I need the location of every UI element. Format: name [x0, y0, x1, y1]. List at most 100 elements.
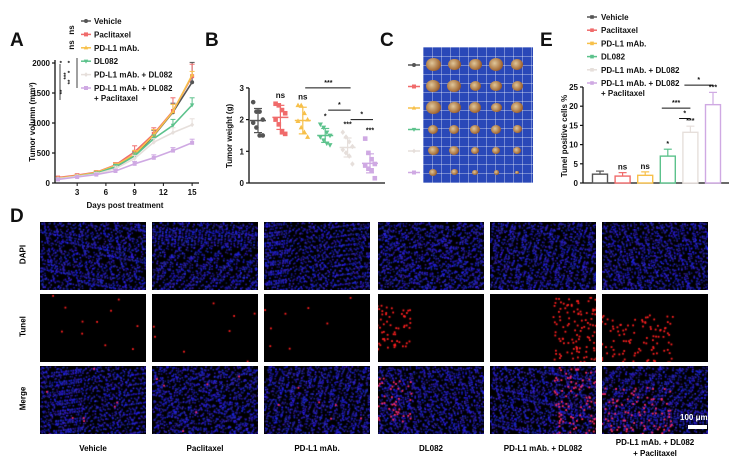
- column-label: DL082: [371, 443, 491, 454]
- legend-marker: [83, 45, 89, 50]
- micrograph-image: [152, 222, 258, 290]
- tumor: [472, 169, 478, 175]
- data-point: [132, 156, 137, 161]
- tumor: [490, 102, 502, 113]
- y-tick-label: 2000: [32, 59, 50, 68]
- column-label-line: Vehicle: [79, 444, 107, 453]
- tumor: [471, 147, 479, 155]
- column-label: PD-L1 mAb. + DL082: [483, 443, 603, 454]
- column-label-line: PD-L1 mAb. + DL082: [615, 438, 695, 447]
- significance-label: ns: [641, 162, 651, 171]
- legend-marker: [84, 86, 88, 90]
- panel-label-b: B: [205, 30, 219, 51]
- x-tick-label: 15: [188, 188, 197, 197]
- legend-label: Vehicle: [94, 17, 122, 26]
- tumor: [428, 124, 438, 134]
- y-tick-label: 3: [240, 84, 245, 93]
- significance-label: ***: [344, 121, 352, 128]
- column-label: PD-L1 mAb.: [257, 443, 377, 454]
- column-label-line: PD-L1 mAb. + DL082: [503, 444, 583, 453]
- data-point: [151, 155, 156, 160]
- data-point: [372, 175, 378, 181]
- data-point: [189, 72, 195, 77]
- legend-marker: [84, 19, 88, 23]
- significance-label: ***: [686, 118, 694, 125]
- data-point: [282, 110, 288, 116]
- significance-label: *: [666, 141, 669, 148]
- y-tick-label: 25: [569, 83, 578, 92]
- tumor: [490, 80, 502, 92]
- data-point: [56, 177, 60, 182]
- micrograph-image: [602, 294, 708, 362]
- micrograph-tunel: [264, 294, 370, 362]
- significance-label: ns: [298, 92, 308, 101]
- data-point: [340, 146, 346, 153]
- micrograph-image: [490, 222, 596, 290]
- micrograph-merge: [40, 366, 146, 434]
- chart-a-tumor-volume: 0 500 1000 1500 2000 3 6 9 12 15 Days post treatme…: [28, 17, 199, 210]
- panel-c-group-markers: [408, 63, 420, 175]
- y-tick-label: 1000: [32, 119, 50, 128]
- y-axis-title: Tumor volumn (mm³): [28, 82, 37, 162]
- data-point: [369, 156, 374, 162]
- data-point: [317, 122, 323, 128]
- significance-label: *: [68, 70, 74, 73]
- group-marker: [411, 127, 417, 132]
- significance-label: **: [68, 79, 74, 84]
- tumor-photo: [423, 47, 533, 183]
- significance-label: *: [68, 60, 74, 63]
- micrograph-dapi: [378, 222, 484, 290]
- row-label-merge: Merge: [18, 386, 28, 411]
- tumor: [511, 102, 523, 113]
- column-label-line: PD-L1 mAb.: [294, 444, 340, 453]
- bar-group-3: *: [659, 141, 676, 184]
- group-marker: [411, 105, 417, 110]
- data-point: [170, 130, 175, 135]
- micrograph-image: [152, 294, 258, 362]
- data-point: [298, 102, 304, 108]
- data-point: [257, 133, 262, 138]
- tumor: [450, 169, 458, 176]
- y-tick-label: 1: [240, 147, 245, 156]
- micrograph-image: [40, 222, 146, 290]
- data-point: [113, 169, 118, 173]
- micrograph-image: [40, 294, 146, 362]
- data-point: [190, 140, 195, 145]
- column-label-line: DL082: [418, 444, 443, 453]
- legend-marker: [590, 68, 594, 72]
- legend-label: Paclitaxel: [601, 26, 638, 35]
- micrograph-dapi: [40, 222, 146, 290]
- y-tick-label: 10: [569, 141, 578, 150]
- micrograph-image: [602, 222, 708, 290]
- y-tick-label: 2: [240, 116, 245, 125]
- micrograph-merge: [602, 366, 708, 434]
- bracket-label: ***: [324, 80, 332, 87]
- y-axis-title: Tumor weight (g): [225, 104, 234, 169]
- tumor: [489, 58, 503, 71]
- series-line: [57, 142, 193, 181]
- y-tick-label: 500: [37, 149, 51, 158]
- significance-label: ***: [64, 72, 70, 80]
- data-point: [151, 139, 156, 145]
- micrograph-merge: [378, 366, 484, 434]
- panel-label-c: C: [380, 30, 394, 51]
- tumor: [426, 79, 440, 93]
- bracket-label: ***: [672, 100, 680, 107]
- data-point: [250, 99, 256, 105]
- bar-group-2: ns: [637, 162, 654, 184]
- tumor: [511, 81, 523, 91]
- data-point: [369, 168, 374, 173]
- group-5: ***: [362, 128, 378, 181]
- tumor: [515, 170, 519, 175]
- data-point: [362, 163, 368, 168]
- data-point: [327, 143, 333, 148]
- micrograph-image: [264, 294, 370, 362]
- data-point: [170, 148, 175, 153]
- legend-label: + Paclitaxel: [601, 89, 645, 98]
- micrograph-image: [490, 294, 596, 362]
- legend-marker: [84, 72, 88, 77]
- legend-marker: [83, 59, 89, 64]
- panel-label-a: A: [10, 30, 24, 51]
